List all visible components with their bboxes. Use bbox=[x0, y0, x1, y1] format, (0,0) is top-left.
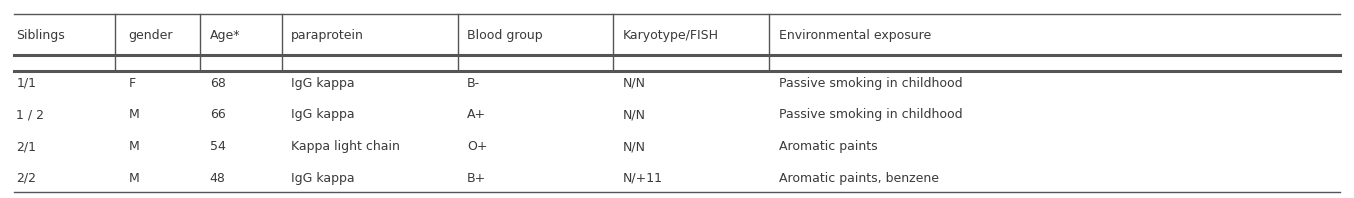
Text: 54: 54 bbox=[210, 140, 226, 153]
Text: 48: 48 bbox=[210, 172, 226, 185]
Text: Blood group: Blood group bbox=[467, 29, 543, 42]
Text: A+: A+ bbox=[467, 108, 486, 121]
Text: M: M bbox=[129, 108, 139, 121]
Text: Kappa light chain: Kappa light chain bbox=[291, 140, 399, 153]
Text: N/N: N/N bbox=[623, 140, 646, 153]
Text: M: M bbox=[129, 172, 139, 185]
Text: IgG kappa: IgG kappa bbox=[291, 172, 355, 185]
Text: 1 / 2: 1 / 2 bbox=[16, 108, 45, 121]
Text: N/+11: N/+11 bbox=[623, 172, 663, 185]
Text: Karyotype/FISH: Karyotype/FISH bbox=[623, 29, 719, 42]
Text: IgG kappa: IgG kappa bbox=[291, 77, 355, 90]
Text: 2/1: 2/1 bbox=[16, 140, 37, 153]
Text: gender: gender bbox=[129, 29, 173, 42]
Text: N/N: N/N bbox=[623, 108, 646, 121]
Text: 1/1: 1/1 bbox=[16, 77, 37, 90]
Text: paraprotein: paraprotein bbox=[291, 29, 364, 42]
Text: 68: 68 bbox=[210, 77, 226, 90]
Text: M: M bbox=[129, 140, 139, 153]
Text: Environmental exposure: Environmental exposure bbox=[779, 29, 930, 42]
Text: Aromatic paints: Aromatic paints bbox=[779, 140, 877, 153]
Text: Aromatic paints, benzene: Aromatic paints, benzene bbox=[779, 172, 938, 185]
Text: 66: 66 bbox=[210, 108, 226, 121]
Text: IgG kappa: IgG kappa bbox=[291, 108, 355, 121]
Text: Siblings: Siblings bbox=[16, 29, 65, 42]
Text: Age*: Age* bbox=[210, 29, 241, 42]
Text: 2/2: 2/2 bbox=[16, 172, 37, 185]
Text: F: F bbox=[129, 77, 135, 90]
Text: B+: B+ bbox=[467, 172, 486, 185]
Text: B-: B- bbox=[467, 77, 481, 90]
Text: Passive smoking in childhood: Passive smoking in childhood bbox=[779, 108, 963, 121]
Text: O+: O+ bbox=[467, 140, 487, 153]
Text: Passive smoking in childhood: Passive smoking in childhood bbox=[779, 77, 963, 90]
Text: N/N: N/N bbox=[623, 77, 646, 90]
